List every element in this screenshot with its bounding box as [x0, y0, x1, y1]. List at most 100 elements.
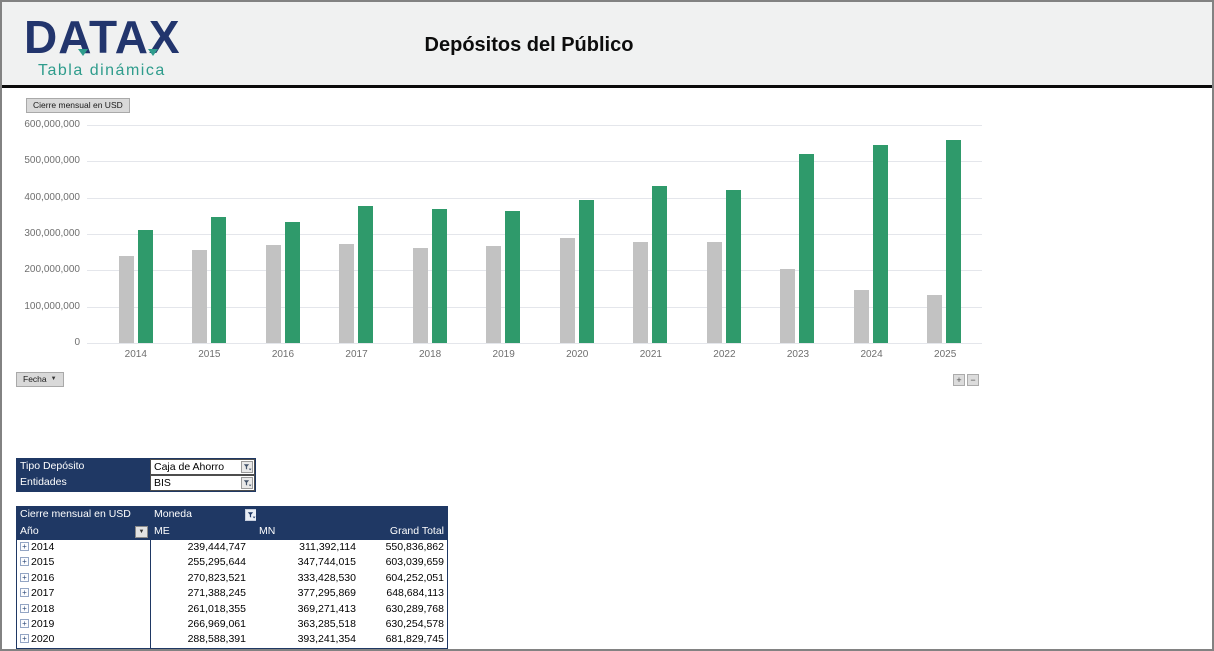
bar-me-2023 — [780, 268, 796, 343]
dropdown-arrow-icon: ▼ — [50, 376, 57, 383]
row-label-2019[interactable]: +2019 — [17, 616, 151, 633]
value-cell: 603,039,659 — [385, 556, 444, 569]
x-axis-label: 2025 — [934, 349, 957, 360]
row-field-label: Año — [20, 525, 39, 537]
filter-entidades-value[interactable]: BIS — [150, 475, 255, 491]
collapse-detail-button[interactable]: − — [967, 374, 979, 386]
value-cell: 550,836,862 — [385, 541, 444, 553]
expand-row-icon[interactable]: + — [20, 618, 29, 628]
pivot-header-row-1: Cierre mensual en USD Moneda — [17, 507, 447, 524]
gridline — [87, 343, 982, 344]
bar-group-2023 — [761, 125, 835, 343]
x-axis-label: 2019 — [492, 349, 515, 360]
bar-me-2022 — [706, 242, 722, 343]
x-axis-label: 2014 — [124, 349, 147, 360]
value-cell: 270,823,521 — [187, 571, 246, 584]
bar-group-2020 — [540, 125, 614, 343]
pivot-header-row-2: Año ▼ ME MN Grand Total — [17, 524, 447, 540]
pivot-row-field: Año ▼ — [17, 524, 151, 540]
x-axis-label: 2023 — [786, 349, 810, 360]
row-year-label: 2016 — [31, 571, 55, 584]
expand-row-icon[interactable]: + — [20, 557, 29, 567]
row-label-2017[interactable]: +2017 — [17, 586, 151, 602]
row-year-label: 2020 — [31, 633, 55, 646]
row-year-label: 2017 — [31, 587, 55, 600]
x-axis-label: 2022 — [713, 349, 736, 360]
pivot-row-2020: +2020 288,588,391 393,241,354 681,829,745 — [17, 632, 447, 648]
bar-me-2021 — [633, 241, 649, 343]
pivot-chart-detail-buttons: + − — [953, 374, 979, 386]
column-field-label: Moneda — [154, 508, 192, 520]
chart-plot-area — [87, 125, 982, 344]
bar-group-2018 — [393, 125, 467, 343]
bar-mn-2022 — [725, 189, 741, 343]
expand-row-icon[interactable]: + — [20, 588, 29, 598]
y-axis-tick: 200,000,000 — [24, 264, 80, 276]
x-axis-label: 2015 — [198, 349, 221, 360]
logo-tagline: Tabla dinámica — [38, 62, 166, 79]
row-field-dropdown-icon[interactable]: ▼ — [135, 526, 148, 538]
value-cell: 239,444,747 — [187, 541, 246, 553]
value-cell: 255,295,644 — [187, 556, 246, 569]
value-cell: 393,241,354 — [297, 633, 356, 646]
x-axis: 2014 2015 2016 2017 2018 2019 2020 2021 2022 2023… — [99, 349, 982, 360]
y-axis-tick: 500,000,000 — [24, 155, 80, 167]
filter-field-name: Entidades — [17, 475, 150, 491]
filter-tipo-deposito-value[interactable]: Caja de Ahorro — [150, 459, 255, 475]
row-label-2015[interactable]: +2015 — [17, 555, 151, 571]
bar-me-2016 — [265, 244, 281, 343]
filter-field-name: Tipo Depósito — [17, 459, 150, 475]
x-axis-label: 2021 — [639, 349, 662, 360]
y-axis-tick: 600,000,000 — [24, 119, 80, 130]
row-label-2018[interactable]: +2018 — [17, 601, 151, 617]
filter-row: Entidades BIS — [17, 475, 255, 491]
value-cell: 288,588,391 — [187, 633, 246, 646]
bar-me-2020 — [559, 238, 575, 343]
bar-me-2018 — [412, 248, 428, 343]
bar-me-2017 — [339, 244, 355, 343]
row-label-2016[interactable]: +2016 — [17, 570, 151, 587]
expand-row-icon[interactable]: + — [20, 542, 29, 551]
filter-row: Tipo Depósito Caja de Ahorro — [17, 459, 255, 475]
filter-value-text: BIS — [154, 477, 171, 489]
column-header-mn[interactable]: MN — [259, 525, 276, 537]
expand-row-icon[interactable]: + — [20, 572, 29, 582]
bar-me-2025 — [927, 295, 943, 343]
value-cell: 377,295,869 — [297, 587, 356, 600]
value-cell: 630,254,578 — [385, 617, 444, 630]
value-cell: 333,428,530 — [297, 571, 356, 584]
x-axis-label: 2024 — [860, 349, 883, 360]
expand-detail-button[interactable]: + — [953, 374, 965, 386]
value-cell: 271,388,245 — [187, 587, 246, 600]
bar-mn-2025 — [946, 139, 962, 343]
chart-axis-field-button[interactable]: Fecha ▼ — [16, 372, 64, 388]
y-axis-tick: 300,000,000 — [24, 228, 80, 239]
y-axis-tick: 0 — [74, 337, 80, 348]
axis-field-label: Fecha — [23, 374, 47, 384]
bar-mn-2014 — [137, 229, 153, 343]
expand-row-icon[interactable]: + — [20, 603, 29, 613]
header-blank-cell — [256, 507, 359, 524]
value-cell: 347,744,015 — [297, 556, 356, 569]
filter-funnel-icon[interactable] — [241, 477, 253, 489]
value-cell: 369,271,413 — [297, 602, 356, 615]
pivot-table: Cierre mensual en USD Moneda Año ▼ ME MN… — [16, 506, 448, 649]
chart-value-field-button[interactable]: Cierre mensual en USD — [26, 98, 130, 114]
bar-me-2024 — [853, 289, 869, 343]
x-axis-label: 2018 — [418, 349, 442, 360]
bar-group-2016 — [246, 125, 320, 343]
page-title: Depósitos del Público — [424, 34, 634, 56]
bar-group-2019 — [467, 125, 541, 343]
pivot-value-field-label: Cierre mensual en USD — [17, 507, 151, 524]
expand-row-icon[interactable]: + — [20, 634, 29, 644]
column-header-me[interactable]: ME — [154, 525, 170, 537]
bar-mn-2023 — [799, 154, 815, 343]
gridline — [87, 161, 982, 163]
bar-me-2014 — [118, 256, 134, 343]
filter-funnel-icon[interactable] — [241, 461, 253, 473]
row-label-2014[interactable]: +2014 — [17, 540, 151, 556]
row-label-2020[interactable]: +2020 — [17, 632, 151, 648]
value-cell: 630,289,768 — [385, 602, 444, 615]
column-filter-funnel-icon[interactable] — [245, 509, 256, 521]
bar-group-2021 — [614, 125, 688, 343]
